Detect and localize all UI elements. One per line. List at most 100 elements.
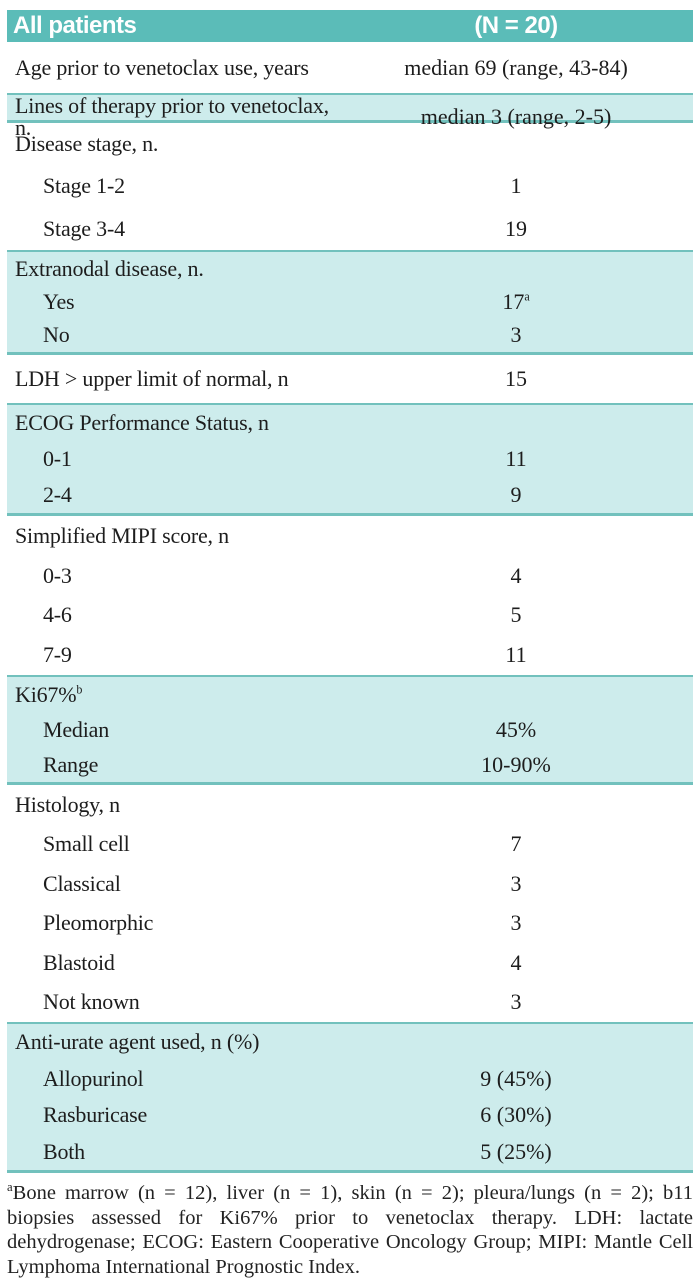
row-label: Stage 3-4 bbox=[43, 215, 125, 241]
row-value: 15 bbox=[505, 366, 527, 391]
row-value: median 69 (range, 43-84) bbox=[404, 54, 628, 80]
table-row: Stage 3-4 19 bbox=[7, 208, 693, 250]
table-row: Not known 3 bbox=[7, 983, 693, 1023]
table-row: Pleomorphic 3 bbox=[7, 904, 693, 944]
table-body: Age prior to venetoclax use, years median… bbox=[7, 42, 693, 1173]
table-row: Disease stage, n. bbox=[7, 123, 693, 165]
row-label: Both bbox=[43, 1138, 85, 1164]
table-group: Disease stage, n. Stage 1-2 1 Stage 3-4 19 bbox=[7, 123, 693, 250]
row-value: 45% bbox=[495, 716, 537, 742]
row-value: 3 bbox=[510, 870, 522, 896]
row-value: 11 bbox=[505, 446, 527, 471]
table-row: 4-6 5 bbox=[7, 596, 693, 636]
row-value: 4 bbox=[510, 949, 522, 975]
row-label: Small cell bbox=[43, 831, 130, 857]
row-label: 0-3 bbox=[43, 562, 72, 588]
row-label: Stage 1-2 bbox=[43, 173, 125, 199]
row-label: Simplified MIPI score, n bbox=[15, 522, 229, 548]
table-row: 0-3 4 bbox=[7, 556, 693, 596]
row-value: 3 bbox=[510, 910, 522, 936]
table-group: Anti-urate agent used, n (%) Allopurinol 9… bbox=[7, 1022, 693, 1173]
row-label: Anti-urate agent used, n (%) bbox=[15, 1029, 260, 1055]
table-row: Both 5 (25%) bbox=[7, 1134, 693, 1171]
row-label: Yes bbox=[43, 288, 75, 314]
header-label-cell: All patients bbox=[13, 12, 137, 39]
row-label: Blastoid bbox=[43, 949, 115, 975]
row-value: 1 bbox=[510, 173, 522, 199]
table-row: Range 10-90% bbox=[7, 747, 693, 782]
table-group: Ki67%b Median 45% Range 10-90% bbox=[7, 675, 693, 785]
table-row: Simplified MIPI score, n bbox=[7, 516, 693, 556]
row-label: No bbox=[43, 322, 70, 348]
row-value: 7 bbox=[510, 831, 522, 857]
row-value: 10-90% bbox=[481, 751, 551, 777]
row-label: 4-6 bbox=[43, 602, 72, 628]
row-label: Not known bbox=[43, 989, 140, 1015]
table-row: Age prior to venetoclax use, years median… bbox=[7, 42, 693, 93]
footnote-marker-a: a bbox=[524, 289, 530, 304]
row-label: Allopurinol bbox=[43, 1065, 144, 1091]
row-value: 6 (30%) bbox=[480, 1102, 552, 1128]
table-group: Age prior to venetoclax use, years median… bbox=[7, 42, 693, 93]
table-row: 7-9 11 bbox=[7, 635, 693, 675]
row-label: 2-4 bbox=[43, 482, 72, 507]
footnote-text: Bone marrow (n = 12), liver (n = 1), ski… bbox=[7, 1182, 693, 1278]
table-row: Blastoid 4 bbox=[7, 943, 693, 983]
row-value: 17a bbox=[502, 288, 530, 314]
row-label: 7-9 bbox=[43, 642, 72, 668]
row-label: Age prior to venetoclax use, years bbox=[15, 54, 309, 80]
row-value: 3 bbox=[510, 322, 522, 348]
row-value: 19 bbox=[505, 215, 527, 241]
row-label: Disease stage, n. bbox=[15, 131, 159, 157]
row-value: 9 bbox=[510, 482, 522, 507]
row-label: Lines of therapy prior to venetoclax, n. bbox=[15, 93, 329, 140]
row-label: Rasburicase bbox=[43, 1102, 148, 1128]
table-group: Extranodal disease, n. Yes 17a No 3 bbox=[7, 250, 693, 355]
footnote-marker-a: a bbox=[7, 1180, 13, 1195]
row-label: Median bbox=[43, 716, 110, 742]
table-group: ECOG Performance Status, n 0-1 11 2-4 9 bbox=[7, 403, 693, 516]
table-row: Ki67%b bbox=[7, 677, 693, 712]
table-row: Classical 3 bbox=[7, 864, 693, 904]
footnote-marker-b: b bbox=[76, 682, 83, 697]
table-row: Rasburicase 6 (30%) bbox=[7, 1097, 693, 1134]
table-group: Lines of therapy prior to venetoclax, n.… bbox=[7, 93, 693, 139]
row-label: ECOG Performance Status, n bbox=[15, 410, 269, 435]
row-value: 11 bbox=[505, 642, 527, 668]
row-label: Classical bbox=[43, 870, 121, 896]
table-header-row: All patients (N = 20) bbox=[7, 10, 693, 42]
table-row: 2-4 9 bbox=[7, 477, 693, 513]
row-value: 4 bbox=[510, 562, 522, 588]
footnote: aBone marrow (n = 12), liver (n = 1), sk… bbox=[7, 1173, 693, 1279]
table-row: No 3 bbox=[7, 319, 693, 352]
row-value: 5 bbox=[510, 602, 522, 628]
row-value: median 3 (range, 2-5) bbox=[420, 104, 612, 129]
table-row: Allopurinol 9 (45%) bbox=[7, 1061, 693, 1098]
row-label: Histology, n bbox=[15, 791, 120, 817]
table-row: 0-1 11 bbox=[7, 441, 693, 477]
row-label: Extranodal disease, n. bbox=[15, 255, 204, 281]
table-row: Histology, n bbox=[7, 785, 693, 825]
table-row: ECOG Performance Status, n bbox=[7, 405, 693, 441]
row-label: Pleomorphic bbox=[43, 910, 154, 936]
table-row: Lines of therapy prior to venetoclax, n.… bbox=[7, 95, 693, 139]
table-row: Yes 17a bbox=[7, 285, 693, 318]
row-label: LDH > upper limit of normal, n bbox=[15, 366, 289, 391]
row-label: Range bbox=[43, 751, 99, 777]
table-row: LDH > upper limit of normal, n 15 bbox=[7, 355, 693, 403]
table-row: Small cell 7 bbox=[7, 825, 693, 865]
table-row: Median 45% bbox=[7, 712, 693, 747]
table-group: Simplified MIPI score, n 0-3 4 4-6 5 7-9 11 bbox=[7, 516, 693, 675]
table-row: Anti-urate agent used, n (%) bbox=[7, 1024, 693, 1061]
row-label: 0-1 bbox=[43, 446, 72, 471]
table-row: Stage 1-2 1 bbox=[7, 165, 693, 207]
row-label: Ki67%b bbox=[15, 681, 83, 707]
row-value: 5 (25%) bbox=[480, 1138, 552, 1164]
table-group: LDH > upper limit of normal, n 15 bbox=[7, 355, 693, 403]
table-group: Histology, n Small cell 7 Classical 3 Pleomor… bbox=[7, 785, 693, 1022]
header-value-cell: (N = 20) bbox=[474, 12, 558, 39]
row-value: 9 (45%) bbox=[480, 1065, 552, 1091]
patient-characteristics-table: All patients (N = 20) Age prior to venet… bbox=[7, 10, 693, 1279]
table-row: Extranodal disease, n. bbox=[7, 252, 693, 285]
